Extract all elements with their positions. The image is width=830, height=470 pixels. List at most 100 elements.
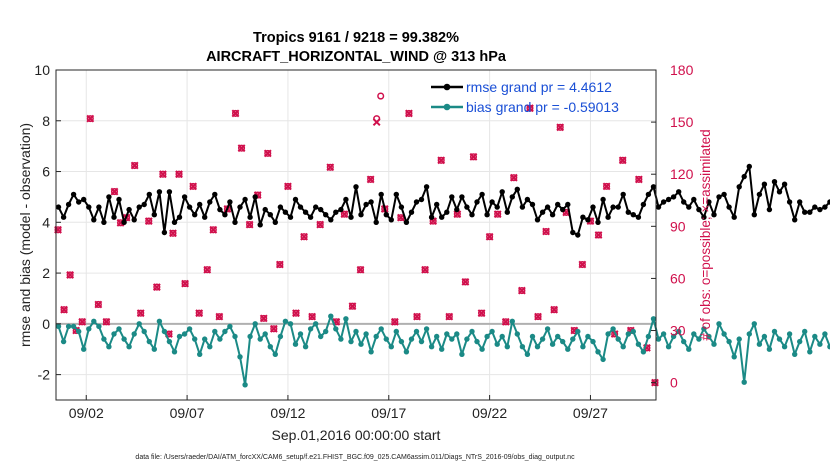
obs-possible-point — [209, 226, 217, 234]
series-point — [222, 328, 228, 335]
series-point — [111, 331, 117, 337]
obs-possible-point — [203, 266, 211, 274]
obs-assimilated-point — [86, 114, 95, 123]
series-point — [595, 349, 601, 355]
series-point — [363, 201, 369, 208]
series-point — [696, 336, 702, 342]
series-point — [776, 189, 783, 195]
series-point — [212, 191, 218, 198]
series-point — [192, 212, 198, 218]
obs-possible-point — [437, 156, 445, 164]
series-point — [761, 333, 768, 340]
obs-possible-point — [578, 260, 586, 269]
series-point — [827, 344, 830, 350]
series-point — [242, 196, 248, 203]
series-point — [106, 194, 112, 200]
series-point — [151, 212, 157, 218]
series-point — [585, 217, 591, 223]
x-tick-label: 09/12 — [270, 405, 305, 421]
y-left-tick-label: 6 — [42, 164, 50, 180]
obs-assimilated-point — [158, 170, 167, 179]
series-point — [111, 214, 117, 220]
series-point — [388, 217, 394, 223]
bias-series — [55, 313, 830, 388]
series-point — [262, 206, 268, 213]
series-point — [217, 206, 223, 213]
obs-possible-point — [60, 306, 68, 314]
series-point — [555, 333, 561, 340]
series-point — [519, 344, 526, 350]
obs-assimilated-point — [284, 182, 292, 191]
obs-possible-point — [54, 226, 62, 234]
obs-possible-point — [246, 221, 254, 229]
series-point — [393, 191, 399, 198]
series-point — [449, 336, 455, 342]
series-point — [665, 196, 672, 203]
series-point — [469, 212, 475, 218]
series-point — [91, 217, 97, 223]
obs-possible-point — [264, 149, 272, 157]
series-point — [792, 217, 798, 223]
series-point — [408, 336, 415, 342]
series-point — [192, 336, 198, 342]
series-point — [726, 338, 732, 345]
x-tick-label: 09/17 — [371, 405, 406, 421]
obs-possible-point — [542, 227, 550, 236]
series-point — [549, 212, 556, 218]
series-point — [786, 199, 793, 205]
series-point — [630, 328, 636, 335]
series-point — [70, 191, 77, 198]
series-point — [716, 194, 722, 200]
obs-possible-point — [308, 313, 316, 321]
series-point — [333, 326, 339, 332]
obs-possible-point — [284, 182, 292, 190]
series-point — [736, 184, 742, 190]
series-point — [509, 318, 515, 324]
obs-assimilated-point — [550, 305, 559, 314]
series-point — [590, 338, 596, 345]
series-point — [121, 336, 127, 342]
series-point — [307, 214, 314, 220]
series-point — [827, 199, 830, 205]
series-point — [408, 209, 415, 215]
series-point — [287, 214, 294, 220]
series-point — [524, 351, 531, 357]
obs-assimilated-point — [60, 305, 68, 314]
obs-possible-point — [86, 115, 94, 123]
series-point — [439, 214, 445, 220]
series-point — [802, 209, 808, 215]
obs-possible-point — [153, 283, 161, 291]
series-point — [731, 214, 737, 220]
obs-assimilated-point — [263, 149, 272, 158]
series-point — [86, 326, 92, 332]
legend-rmse-marker — [443, 83, 451, 91]
series-point — [549, 341, 556, 347]
series-point — [474, 199, 480, 205]
series-point — [686, 346, 692, 352]
series-point — [202, 336, 208, 342]
series-point — [348, 214, 354, 220]
series-point — [338, 336, 344, 342]
series-point — [615, 336, 621, 342]
series-point — [575, 328, 581, 335]
series-point — [252, 194, 258, 200]
chart-subtitle: AIRCRAFT_HORIZONTAL_WIND @ 313 hPa — [206, 49, 507, 65]
obs-assimilated-point — [209, 225, 218, 234]
obs-assimilated-point — [477, 309, 486, 318]
series-point — [318, 333, 324, 340]
series-point — [277, 204, 284, 210]
series-point — [131, 217, 137, 223]
series-point — [323, 212, 329, 218]
obs-possible-point — [377, 92, 385, 100]
series-point — [282, 318, 289, 324]
obs-possible-point — [94, 300, 102, 309]
series-point — [232, 333, 238, 340]
series-point — [227, 199, 233, 205]
series-point — [60, 214, 67, 220]
series-point — [156, 189, 163, 195]
obs-assimilated-point — [526, 104, 534, 113]
series-point — [398, 338, 405, 345]
series-point — [65, 201, 72, 208]
obs-assimilated-point — [445, 312, 454, 321]
obs-possible-point — [300, 233, 308, 241]
